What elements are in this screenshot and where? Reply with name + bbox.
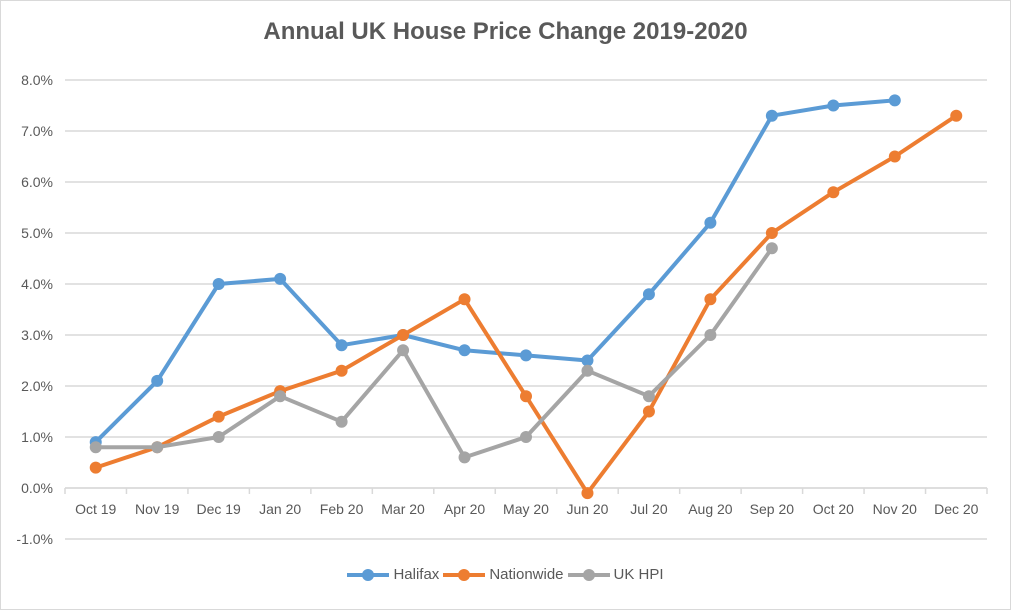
x-axis: Oct 19 Nov 19 Dec 19 Jan 20 Feb 20 Mar 20 Apr … [64,487,988,517]
data-point [458,451,471,464]
x-tick-label: Jan 20 [259,501,301,517]
data-point [335,339,348,352]
legend-label: UK HPI [613,566,664,583]
data-point [704,293,717,306]
y-tick-label: 2.0% [21,378,53,394]
data-point [89,441,102,454]
data-point [151,441,164,454]
x-tick-label: Dec 20 [934,501,979,517]
data-point [581,354,594,367]
data-point [397,344,410,357]
y-tick-label: 7.0% [21,123,53,139]
y-tick-label: 5.0% [21,225,53,241]
data-point [458,293,471,306]
x-tick-label: Oct 19 [75,501,116,517]
data-point [89,461,102,474]
data-point [520,390,532,403]
series-line [94,98,895,444]
x-tick-label: Jun 20 [566,501,608,517]
x-tick-label: Dec 19 [196,501,241,517]
y-tick-label: 3.0% [21,327,53,343]
data-point [765,109,778,122]
data-point [827,186,840,199]
y-tick-label: 1.0% [21,429,53,445]
data-point [212,431,225,443]
x-tick-label: Nov 19 [135,501,180,517]
data-point [520,349,532,362]
x-tick-label: Feb 20 [320,501,364,517]
data-point [642,390,655,403]
legend-item: Nationwide [443,566,564,583]
x-tick-label: Oct 20 [813,501,854,517]
data-point [581,364,594,377]
y-tick-label: 0.0% [21,480,53,496]
data-point [274,390,287,403]
series-uk-hpi [89,242,778,464]
legend-marker-icon [443,568,486,581]
legend-item: UK HPI [567,566,664,583]
data-point [888,150,901,163]
data-point [642,288,655,301]
y-tick-label: 8.0% [21,72,53,88]
x-tick-label: Sep 20 [750,501,795,517]
legend: Halifax Nationwide UK HPI [0,566,1011,583]
y-tick-label: 6.0% [21,174,53,190]
data-point [888,94,901,107]
data-point [520,431,532,443]
data-point [765,227,778,239]
x-tick-label: May 20 [503,501,549,517]
data-point [397,329,410,341]
y-tick-label: 4.0% [21,276,53,292]
legend-item: Halifax [347,566,439,583]
series-line [95,247,774,460]
chart-title: Annual UK House Price Change 2019-2020 [263,18,748,45]
data-point [765,242,778,255]
data-point [335,415,348,428]
data-point [581,487,594,500]
data-point [335,364,348,377]
series-group [89,94,963,500]
legend-label: Halifax [393,566,440,583]
data-point [704,329,717,341]
data-point [704,216,717,229]
series-halifax [89,94,901,449]
legend-label: Nationwide [489,566,564,583]
legend-marker-icon [347,568,390,581]
data-point [642,405,655,418]
data-point [212,410,225,423]
data-point [274,272,287,285]
x-tick-label: Jul 20 [630,501,668,517]
data-point [151,374,164,387]
x-tick-label: Apr 20 [444,501,485,517]
data-point [827,99,840,112]
y-tick-label: -1.0% [16,531,53,547]
data-point [950,109,963,122]
data-point [458,344,471,357]
legend-marker-icon [567,568,610,581]
x-tick-label: Aug 20 [688,501,733,517]
gridlines [65,79,987,540]
data-point [212,278,225,290]
x-tick-label: Nov 20 [873,501,918,517]
x-tick-label: Mar 20 [381,501,425,517]
y-axis-ticks: 8.0% 7.0% 6.0% 5.0% 4.0% 3.0% 2.0% 1.0% 0.0% -1.0… [16,72,53,547]
